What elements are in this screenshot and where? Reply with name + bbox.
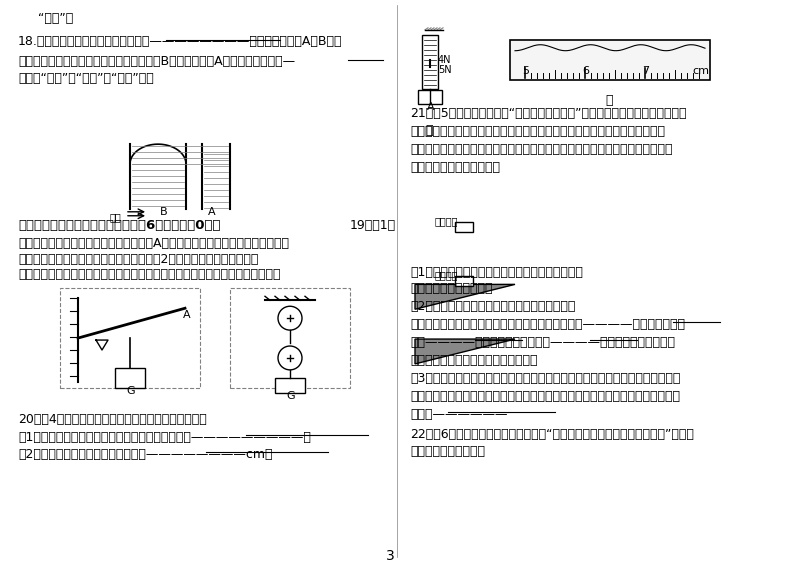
Text: 三次将同一木块放在同一斜面上的同一高度，然后分别用不同的力推了一下木: 三次将同一木块放在同一斜面上的同一高度，然后分别用不同的力推了一下木 xyxy=(410,125,665,138)
Text: （2）　如图乙所示：乙图木块长度是————————cm。: （2） 如图乙所示：乙图木块长度是————————cm。 xyxy=(18,448,273,461)
Text: 示意图并画出该力的力臂。　　　　　　（2）下面右图是未装配好的滑: 示意图并画出该力的力臂。 （2）下面右图是未装配好的滑 xyxy=(18,252,258,265)
Text: 吹气: 吹气 xyxy=(110,212,122,222)
Polygon shape xyxy=(415,284,515,309)
Text: “不变”）: “不变”） xyxy=(38,12,74,25)
Text: 6: 6 xyxy=(582,66,589,76)
Text: 木块将——————: 木块将—————— xyxy=(410,408,507,421)
Bar xyxy=(230,288,350,388)
Text: 18.　首次测出大气压値的著名实验是————————实验。在图中，A、B是一: 18. 首次测出大气压値的著名实验是————————实验。在图中，A、B是一 xyxy=(18,35,342,48)
Text: B: B xyxy=(160,207,168,217)
Text: 4N: 4N xyxy=(438,55,451,65)
Text: A: A xyxy=(208,207,216,217)
Text: 轮组，请在图中画出滑轮组的绕绳方法，要求使用该滑轮组提升重物时最省力。: 轮组，请在图中画出滑轮组的绕绳方法，要求使用该滑轮组提升重物时最省力。 xyxy=(18,268,281,281)
Circle shape xyxy=(278,346,302,370)
Text: 甲: 甲 xyxy=(425,125,433,138)
Text: 21、（5分）下图为某同学“探究牛顿第一定律”的实验装置。实验中该同学先后: 21、（5分）下图为某同学“探究牛顿第一定律”的实验装置。实验中该同学先后 xyxy=(410,108,686,121)
Text: 有关的问题分析如下：: 有关的问题分析如下： xyxy=(410,445,485,458)
Bar xyxy=(455,222,473,231)
Text: 19．（1）: 19．（1） xyxy=(350,218,396,231)
Bar xyxy=(455,276,473,286)
Text: G: G xyxy=(126,386,134,396)
Text: 摩擦力的逐渐减小，木块在水平面上运动的距离逐渐————，运动的时间越: 摩擦力的逐渐减小，木块在水平面上运动的距离逐渐————，运动的时间越 xyxy=(410,318,685,331)
Text: （1）　观察如图甲所示：甲图弹簧测力计的示数是—————————。: （1） 观察如图甲所示：甲图弹簧测力计的示数是—————————。 xyxy=(18,431,311,444)
Text: 从而得出力和运动的关系。: 从而得出力和运动的关系。 xyxy=(410,161,500,174)
Text: cm: cm xyxy=(692,66,709,76)
Bar xyxy=(422,35,438,89)
Text: A: A xyxy=(183,310,190,320)
Text: G: G xyxy=(286,391,294,401)
Text: 块，使其沿斜面向下运动，逐渐减小水平面的粗糙程度，观察木块运动的距离，: 块，使其沿斜面向下运动，逐渐减小水平面的粗糙程度，观察木块运动的距离， xyxy=(410,143,673,156)
Text: 要求解释错误的原因）：: 要求解释错误的原因）： xyxy=(410,282,493,295)
Bar xyxy=(60,288,200,388)
Bar xyxy=(275,378,305,393)
Text: 7: 7 xyxy=(642,66,649,76)
Text: 够长，那么木块在水平面上的速度既不减小，也不增加，运动方向也不发生变化，: 够长，那么木块在水平面上的速度既不减小，也不增加，运动方向也不发生变化， xyxy=(410,390,680,403)
Text: （2）更正确后进行实验，从实验中观察到，随着: （2）更正确后进行实验，从实验中观察到，随着 xyxy=(410,301,575,314)
Text: A: A xyxy=(427,102,434,113)
Text: （选填“上升”、“下降”或“不变”）。: （选填“上升”、“下降”或“不变”）。 xyxy=(18,71,154,84)
Text: 来越————，但由于实验中摩擦力————，所以不可能观察到木: 来越————，但由于实验中摩擦力————，所以不可能观察到木 xyxy=(410,336,675,349)
Text: 3: 3 xyxy=(386,549,394,563)
Text: 棉布表面: 棉布表面 xyxy=(435,271,458,280)
Circle shape xyxy=(278,306,302,330)
Bar xyxy=(418,91,442,104)
Text: 个连通器的两个上端开口，当用一个管子沿B开口吹气时，A开口一端的液面会—: 个连通器的两个上端开口，当用一个管子沿B开口吹气时，A开口一端的液面会— xyxy=(18,55,295,68)
Text: 22、（6分）某兴趣小组的同学在探究“滑动摩擦力的大小与什么因素有关”时，对: 22、（6分）某兴趣小组的同学在探究“滑动摩擦力的大小与什么因素有关”时，对 xyxy=(410,427,694,440)
Bar xyxy=(510,40,710,80)
Text: 块在水平面上做匀速直线运动的情形。: 块在水平面上做匀速直线运动的情形。 xyxy=(410,354,538,367)
Text: 5: 5 xyxy=(522,66,529,76)
Text: 5N: 5N xyxy=(438,65,452,75)
Text: （1）该同学在实验操作中有一处明显的错误是（不: （1）该同学在实验操作中有一处明显的错误是（不 xyxy=(410,267,583,280)
Text: 毛巾表面: 毛巾表面 xyxy=(435,216,458,226)
Text: 乙: 乙 xyxy=(605,95,613,108)
Polygon shape xyxy=(415,339,515,364)
Bar xyxy=(115,368,145,388)
Text: （3）在上述实验观察分析的基础上，可以推测：如果摩擦力减小为零，水平面足: （3）在上述实验观察分析的基础上，可以推测：如果摩擦力减小为零，水平面足 xyxy=(410,372,680,385)
Text: 下面左图是一杠杆图，试画出作用在杠杆A端使杠杆在图示位置平衡的最小动力的: 下面左图是一杠杆图，试画出作用在杠杆A端使杠杆在图示位置平衡的最小动力的 xyxy=(18,237,289,250)
Text: 20、（4分）请记录下列测量工具所测物理量的数値。: 20、（4分）请记录下列测量工具所测物理量的数値。 xyxy=(18,413,206,426)
Text: 三、作图、实验与探究题（本大题兲6个小题，关0分）: 三、作图、实验与探究题（本大题兲6个小题，关0分） xyxy=(18,218,221,231)
